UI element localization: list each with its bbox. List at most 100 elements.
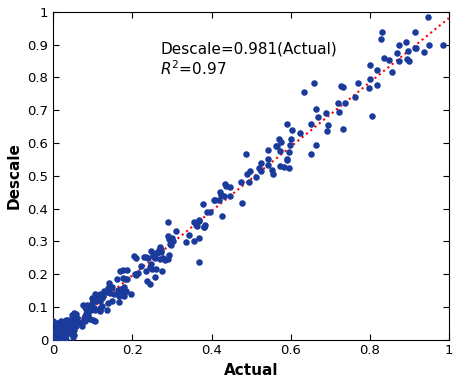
Point — [57, 318, 64, 324]
Point — [69, 313, 77, 319]
Point — [60, 334, 67, 340]
Point — [50, 336, 57, 343]
Point — [387, 69, 395, 75]
Point — [243, 171, 250, 177]
Point — [60, 325, 67, 331]
Point — [64, 319, 72, 325]
Point — [84, 302, 91, 308]
Point — [50, 331, 58, 337]
Point — [280, 164, 287, 171]
Point — [152, 266, 159, 272]
Point — [79, 302, 87, 308]
Point — [73, 315, 81, 321]
Point — [285, 149, 292, 155]
Point — [104, 285, 111, 291]
Point — [61, 326, 68, 332]
Point — [134, 270, 142, 276]
Point — [190, 219, 197, 225]
Point — [123, 267, 130, 273]
Point — [100, 288, 107, 294]
Point — [50, 336, 57, 343]
Point — [63, 316, 70, 323]
Point — [86, 305, 93, 311]
Point — [89, 317, 96, 323]
Point — [368, 113, 375, 119]
Point — [372, 82, 380, 88]
Point — [252, 174, 259, 180]
Point — [217, 192, 224, 198]
Point — [106, 284, 113, 290]
Point — [146, 281, 154, 287]
Point — [67, 321, 74, 328]
Point — [80, 315, 88, 321]
Point — [199, 224, 207, 230]
Point — [141, 268, 149, 275]
Point — [195, 218, 202, 224]
Point — [60, 336, 67, 343]
Y-axis label: Descale: Descale — [7, 142, 22, 209]
Point — [54, 325, 62, 331]
Point — [282, 121, 290, 127]
Point — [146, 264, 153, 270]
Point — [158, 268, 165, 275]
Point — [246, 168, 253, 174]
Point — [268, 167, 275, 173]
Point — [61, 336, 68, 343]
Point — [211, 197, 218, 203]
Point — [385, 57, 392, 63]
Point — [123, 276, 130, 282]
Point — [153, 249, 160, 256]
Point — [52, 331, 60, 337]
Point — [192, 222, 199, 228]
Point — [206, 209, 213, 215]
Point — [167, 242, 174, 248]
Point — [87, 307, 94, 313]
Point — [156, 244, 163, 250]
Point — [70, 312, 77, 318]
Point — [96, 291, 103, 297]
Point — [195, 259, 202, 265]
Point — [62, 322, 70, 328]
Point — [163, 256, 171, 262]
Point — [75, 320, 82, 326]
Point — [117, 291, 124, 297]
Point — [86, 316, 93, 322]
Point — [164, 219, 171, 225]
Point — [60, 325, 67, 331]
Point — [70, 310, 77, 316]
Point — [237, 179, 244, 185]
Point — [275, 163, 283, 169]
Point — [81, 318, 89, 324]
Point — [92, 295, 99, 301]
Point — [70, 321, 78, 327]
Point — [83, 306, 90, 312]
Point — [113, 276, 121, 282]
Point — [339, 126, 346, 132]
Point — [50, 336, 57, 343]
Point — [283, 156, 290, 162]
Point — [62, 331, 70, 338]
Point — [54, 325, 61, 331]
Point — [71, 326, 78, 333]
Point — [377, 35, 384, 42]
Point — [56, 323, 64, 329]
Point — [58, 336, 66, 343]
Point — [50, 336, 57, 343]
Point — [264, 162, 272, 168]
Point — [83, 311, 90, 318]
Point — [95, 298, 103, 304]
Point — [50, 319, 57, 325]
Point — [60, 320, 67, 326]
Point — [56, 336, 64, 343]
Point — [199, 201, 207, 208]
Point — [403, 48, 411, 54]
Point — [58, 336, 65, 343]
Point — [115, 293, 123, 299]
Point — [151, 274, 159, 280]
Point — [307, 151, 314, 157]
Point — [84, 312, 91, 318]
Point — [67, 327, 74, 333]
Point — [75, 319, 82, 325]
Point — [51, 332, 58, 338]
Point — [51, 332, 58, 338]
